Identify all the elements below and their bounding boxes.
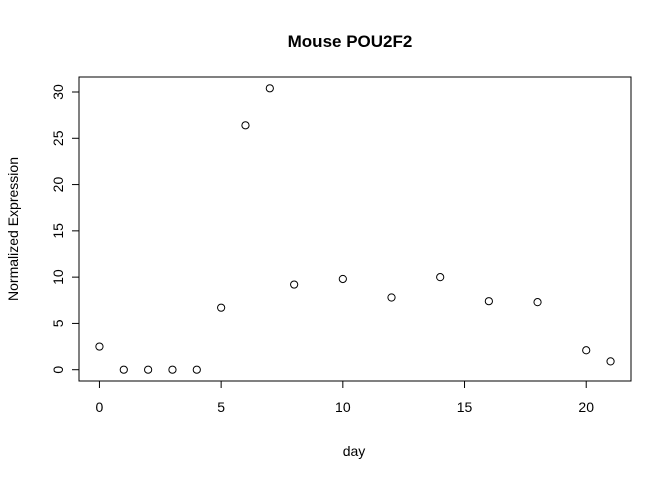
data-points [95,84,615,374]
y-tick-label: 15 [50,223,66,239]
y-tick-label: 30 [50,84,66,100]
chart-title: Mouse POU2F2 [288,32,413,51]
y-tick-label: 10 [50,269,66,285]
data-point [144,365,153,374]
x-tick-label: 10 [335,399,351,415]
data-point [192,365,201,374]
data-point [338,274,347,284]
data-point [387,293,396,302]
data-point [484,297,493,306]
x-axis-label: day [343,443,366,459]
y-tick-label: 0 [50,366,66,374]
x-tick-label: 15 [457,399,473,415]
data-point [265,84,274,93]
y-axis: 0 5 10 15 20 25 30 [50,84,80,374]
data-point [582,346,591,355]
data-point [436,273,445,282]
x-tick-label: 20 [578,399,594,415]
data-point [606,357,615,366]
data-point [119,365,128,374]
x-tick-label: 5 [217,399,225,415]
data-point [533,298,542,307]
y-tick-label: 25 [50,130,66,146]
x-tick-label: 0 [96,399,104,415]
data-point [290,280,299,289]
x-axis: 0 5 10 15 20 [96,380,594,415]
data-point [241,121,250,130]
y-axis-label: Normalized Expression [5,157,21,301]
data-point [168,365,177,374]
y-tick-label: 20 [50,177,66,193]
plot-frame [78,76,632,382]
data-point [95,342,104,351]
y-tick-label: 5 [50,319,66,327]
data-point [217,303,226,312]
